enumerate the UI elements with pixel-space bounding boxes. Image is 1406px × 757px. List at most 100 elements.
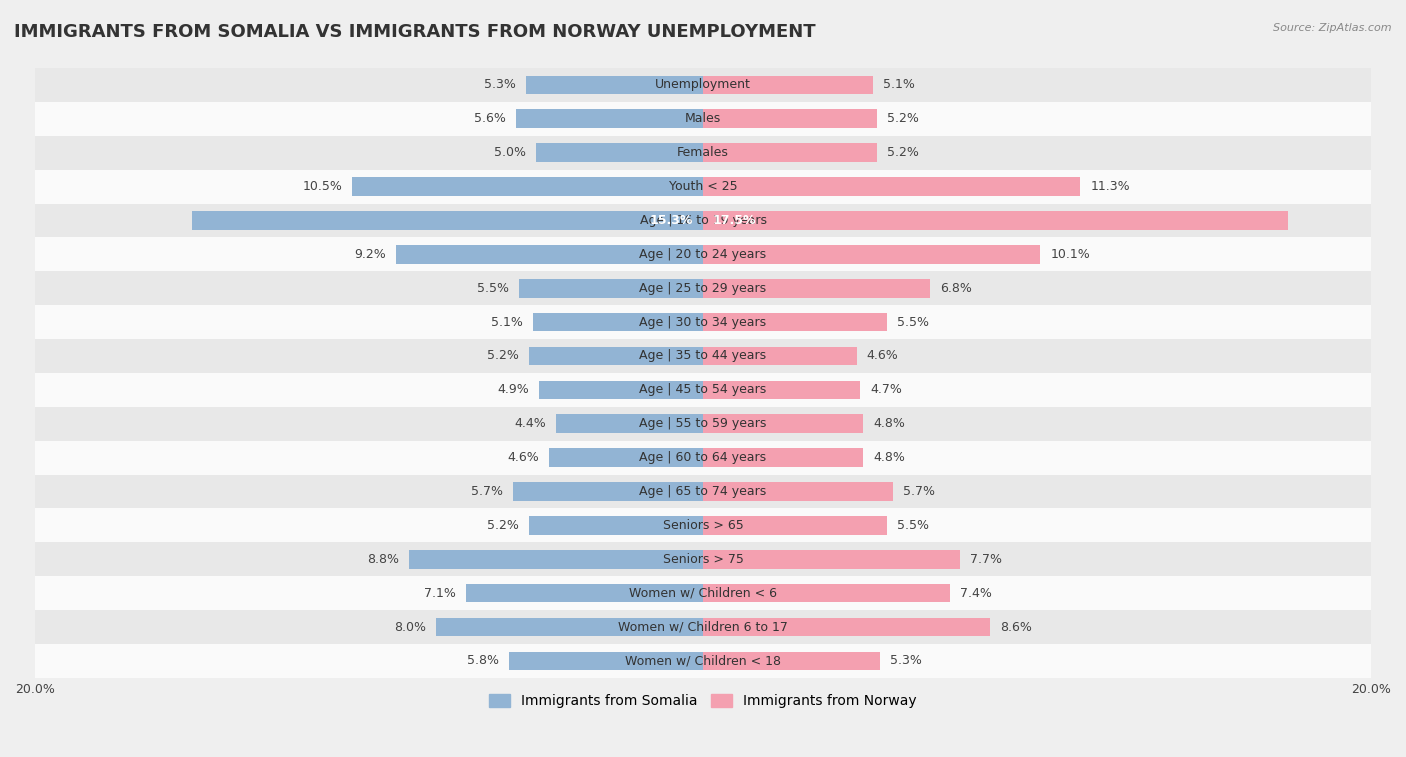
Text: 5.0%: 5.0% [494,146,526,159]
Bar [395,245,703,263]
Text: Age | 65 to 74 years: Age | 65 to 74 years [640,485,766,498]
Text: Age | 30 to 34 years: Age | 30 to 34 years [640,316,766,329]
Bar [703,211,1288,230]
Bar [35,271,1371,305]
Bar [35,204,1371,238]
Bar [35,170,1371,204]
Bar [703,381,860,399]
Bar [35,102,1371,136]
Text: 5.7%: 5.7% [471,485,502,498]
Bar [703,618,990,637]
Text: 5.5%: 5.5% [897,519,929,532]
Text: 4.6%: 4.6% [866,350,898,363]
Bar [35,238,1371,271]
Text: Age | 20 to 24 years: Age | 20 to 24 years [640,248,766,261]
Text: Source: ZipAtlas.com: Source: ZipAtlas.com [1274,23,1392,33]
Bar [529,347,703,366]
Bar [555,414,703,433]
Text: 5.1%: 5.1% [883,79,915,92]
Text: 5.8%: 5.8% [467,654,499,668]
Text: 5.6%: 5.6% [474,112,506,126]
Text: 4.7%: 4.7% [870,383,901,397]
Bar [436,618,703,637]
Bar [513,482,703,501]
Bar [35,542,1371,576]
Text: Seniors > 65: Seniors > 65 [662,519,744,532]
Text: 5.2%: 5.2% [887,112,918,126]
Text: 5.1%: 5.1% [491,316,523,329]
Bar [35,305,1371,339]
Bar [35,136,1371,170]
Text: 5.3%: 5.3% [484,79,516,92]
Bar [35,407,1371,441]
Bar [509,652,703,670]
Bar [35,339,1371,373]
Bar [703,347,856,366]
Text: Age | 45 to 54 years: Age | 45 to 54 years [640,383,766,397]
Text: 8.0%: 8.0% [394,621,426,634]
Text: 11.3%: 11.3% [1091,180,1130,193]
Bar [703,584,950,603]
Bar [536,143,703,162]
Bar [526,76,703,95]
Text: 5.2%: 5.2% [488,519,519,532]
Bar [703,550,960,569]
Legend: Immigrants from Somalia, Immigrants from Norway: Immigrants from Somalia, Immigrants from… [484,689,922,714]
Text: 5.5%: 5.5% [897,316,929,329]
Text: 8.6%: 8.6% [1000,621,1032,634]
Bar [353,177,703,196]
Text: 7.7%: 7.7% [970,553,1002,565]
Bar [703,652,880,670]
Bar [540,381,703,399]
Bar [465,584,703,603]
Bar [35,441,1371,475]
Bar [35,509,1371,542]
Bar [35,610,1371,644]
Text: 5.7%: 5.7% [904,485,935,498]
Text: Seniors > 75: Seniors > 75 [662,553,744,565]
Text: 5.3%: 5.3% [890,654,922,668]
Bar [703,143,877,162]
Bar [35,576,1371,610]
Text: 7.1%: 7.1% [425,587,456,600]
Bar [703,279,931,298]
Text: Women w/ Children < 18: Women w/ Children < 18 [626,654,780,668]
Bar [703,245,1040,263]
Bar [703,448,863,467]
Text: Age | 60 to 64 years: Age | 60 to 64 years [640,451,766,464]
Text: 7.4%: 7.4% [960,587,993,600]
Text: 4.4%: 4.4% [515,417,546,430]
Bar [193,211,703,230]
Text: 17.5%: 17.5% [713,214,756,227]
Text: Age | 55 to 59 years: Age | 55 to 59 years [640,417,766,430]
Text: 4.6%: 4.6% [508,451,540,464]
Text: 6.8%: 6.8% [941,282,972,294]
Bar [409,550,703,569]
Text: Women w/ Children < 6: Women w/ Children < 6 [628,587,778,600]
Bar [35,68,1371,102]
Bar [703,414,863,433]
Bar [516,110,703,128]
Text: IMMIGRANTS FROM SOMALIA VS IMMIGRANTS FROM NORWAY UNEMPLOYMENT: IMMIGRANTS FROM SOMALIA VS IMMIGRANTS FR… [14,23,815,41]
Bar [703,177,1080,196]
Text: Males: Males [685,112,721,126]
Bar [550,448,703,467]
Bar [703,516,887,534]
Text: 5.2%: 5.2% [887,146,918,159]
Bar [35,475,1371,509]
Text: 9.2%: 9.2% [354,248,385,261]
Text: 10.1%: 10.1% [1050,248,1090,261]
Bar [703,313,887,332]
Text: Females: Females [678,146,728,159]
Text: Unemployment: Unemployment [655,79,751,92]
Bar [703,110,877,128]
Bar [703,482,893,501]
Text: 4.9%: 4.9% [498,383,529,397]
Text: Age | 16 to 19 years: Age | 16 to 19 years [640,214,766,227]
Bar [533,313,703,332]
Text: 5.2%: 5.2% [488,350,519,363]
Text: Age | 35 to 44 years: Age | 35 to 44 years [640,350,766,363]
Text: 4.8%: 4.8% [873,417,905,430]
Bar [529,516,703,534]
Text: Age | 25 to 29 years: Age | 25 to 29 years [640,282,766,294]
